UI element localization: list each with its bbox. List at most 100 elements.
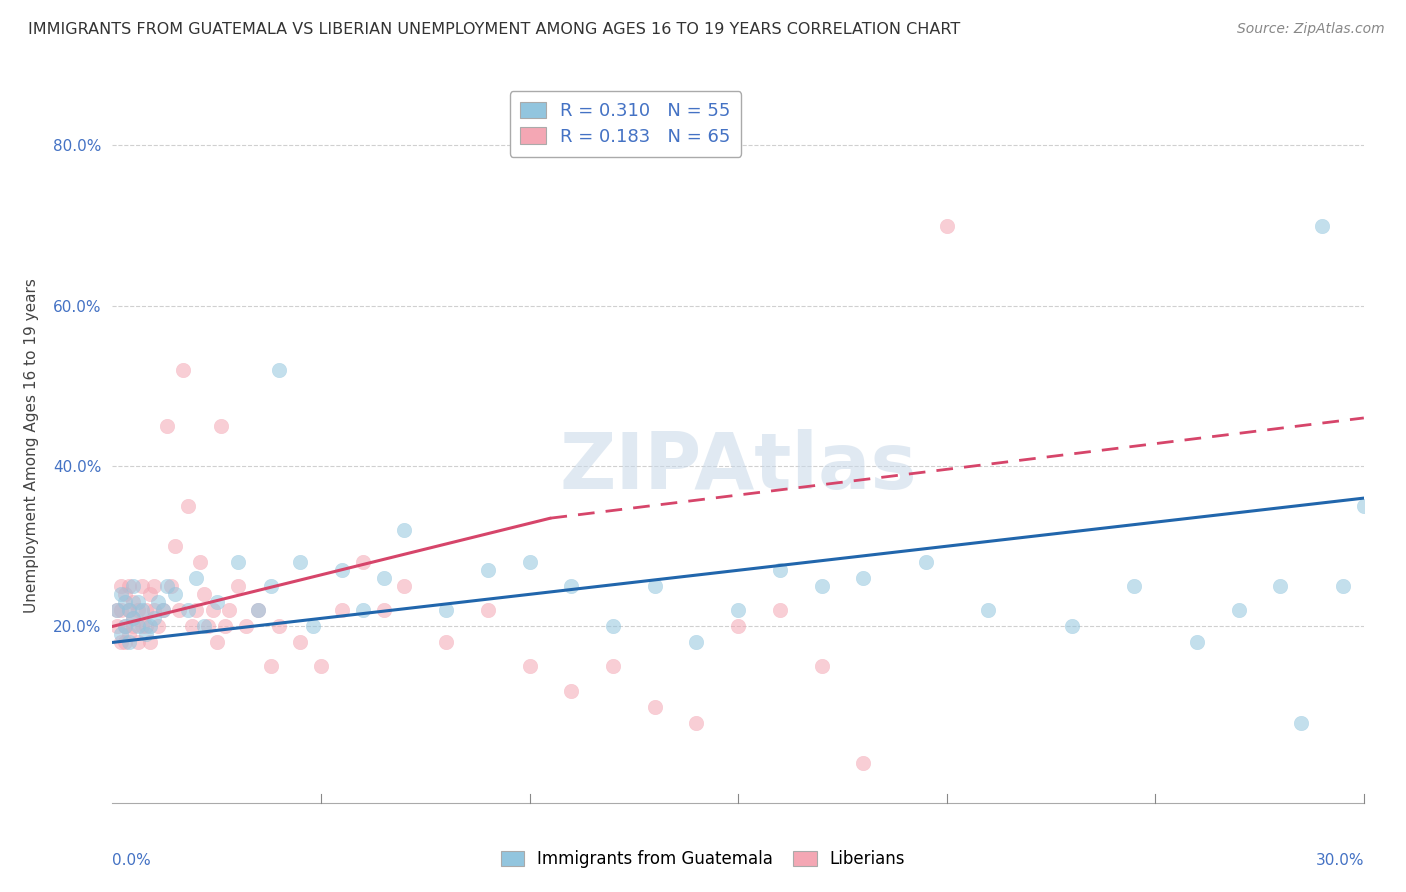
Point bbox=[235, 619, 257, 633]
Point bbox=[114, 619, 136, 633]
Point bbox=[131, 579, 153, 593]
Point bbox=[977, 603, 1000, 617]
Point bbox=[519, 555, 541, 569]
Point bbox=[602, 659, 624, 673]
Point bbox=[118, 579, 141, 593]
Point bbox=[205, 595, 228, 609]
Point bbox=[247, 603, 270, 617]
Point bbox=[114, 587, 136, 601]
Point bbox=[352, 555, 374, 569]
Point bbox=[477, 603, 499, 617]
Point bbox=[131, 619, 153, 633]
Point bbox=[167, 603, 190, 617]
Point bbox=[214, 619, 236, 633]
Point bbox=[152, 603, 174, 617]
Point bbox=[148, 595, 170, 609]
Point bbox=[110, 627, 132, 641]
Point bbox=[935, 219, 957, 233]
Point bbox=[148, 619, 170, 633]
Point bbox=[127, 635, 149, 649]
Y-axis label: Unemployment Among Ages 16 to 19 years: Unemployment Among Ages 16 to 19 years bbox=[24, 278, 39, 614]
Point bbox=[110, 603, 132, 617]
Point bbox=[309, 659, 332, 673]
Point bbox=[1185, 635, 1208, 649]
Point bbox=[247, 603, 270, 617]
Point bbox=[127, 619, 149, 633]
Point bbox=[685, 635, 707, 649]
Point bbox=[184, 571, 207, 585]
Point bbox=[193, 619, 215, 633]
Point bbox=[290, 635, 312, 649]
Point bbox=[163, 587, 186, 601]
Point bbox=[477, 563, 499, 577]
Point bbox=[135, 627, 157, 641]
Point bbox=[122, 619, 145, 633]
Point bbox=[301, 619, 323, 633]
Point bbox=[1270, 579, 1292, 593]
Point bbox=[105, 619, 128, 633]
Point bbox=[118, 603, 141, 617]
Point bbox=[852, 571, 875, 585]
Point bbox=[769, 603, 792, 617]
Point bbox=[122, 611, 145, 625]
Point bbox=[394, 579, 416, 593]
Point bbox=[330, 603, 353, 617]
Point bbox=[152, 603, 174, 617]
Point bbox=[143, 603, 166, 617]
Point bbox=[209, 419, 232, 434]
Point bbox=[110, 587, 132, 601]
Point bbox=[135, 619, 157, 633]
Point bbox=[269, 619, 291, 633]
Point bbox=[205, 635, 228, 649]
Point bbox=[769, 563, 792, 577]
Point bbox=[260, 659, 283, 673]
Point bbox=[852, 756, 875, 770]
Point bbox=[260, 579, 283, 593]
Point bbox=[110, 579, 132, 593]
Point bbox=[352, 603, 374, 617]
Point bbox=[114, 635, 136, 649]
Point bbox=[118, 603, 141, 617]
Point bbox=[290, 555, 312, 569]
Point bbox=[139, 619, 162, 633]
Point bbox=[1291, 715, 1313, 730]
Point bbox=[139, 635, 162, 649]
Point bbox=[1310, 219, 1333, 233]
Point bbox=[160, 579, 183, 593]
Point bbox=[143, 611, 166, 625]
Point bbox=[560, 579, 582, 593]
Point bbox=[105, 603, 128, 617]
Point bbox=[373, 603, 395, 617]
Point bbox=[139, 587, 162, 601]
Point bbox=[201, 603, 224, 617]
Point bbox=[105, 603, 128, 617]
Point bbox=[114, 595, 136, 609]
Point bbox=[197, 619, 219, 633]
Point bbox=[226, 555, 249, 569]
Point bbox=[110, 635, 132, 649]
Point bbox=[176, 499, 198, 513]
Text: IMMIGRANTS FROM GUATEMALA VS LIBERIAN UNEMPLOYMENT AMONG AGES 16 TO 19 YEARS COR: IMMIGRANTS FROM GUATEMALA VS LIBERIAN UN… bbox=[28, 22, 960, 37]
Point bbox=[519, 659, 541, 673]
Legend: R = 0.310   N = 55, R = 0.183   N = 65: R = 0.310 N = 55, R = 0.183 N = 65 bbox=[509, 91, 741, 156]
Point bbox=[135, 603, 157, 617]
Point bbox=[434, 635, 457, 649]
Point bbox=[1353, 499, 1375, 513]
Point bbox=[915, 555, 938, 569]
Text: ZIPAtlas: ZIPAtlas bbox=[560, 429, 917, 506]
Point bbox=[1331, 579, 1354, 593]
Point bbox=[143, 579, 166, 593]
Point bbox=[156, 419, 179, 434]
Point bbox=[1060, 619, 1083, 633]
Point bbox=[269, 363, 291, 377]
Text: Source: ZipAtlas.com: Source: ZipAtlas.com bbox=[1237, 22, 1385, 37]
Point bbox=[434, 603, 457, 617]
Point bbox=[122, 595, 145, 609]
Text: 30.0%: 30.0% bbox=[1316, 853, 1364, 868]
Point bbox=[127, 603, 149, 617]
Point bbox=[122, 579, 145, 593]
Point bbox=[1123, 579, 1146, 593]
Point bbox=[727, 603, 749, 617]
Legend: Immigrants from Guatemala, Liberians: Immigrants from Guatemala, Liberians bbox=[494, 844, 912, 875]
Point bbox=[114, 619, 136, 633]
